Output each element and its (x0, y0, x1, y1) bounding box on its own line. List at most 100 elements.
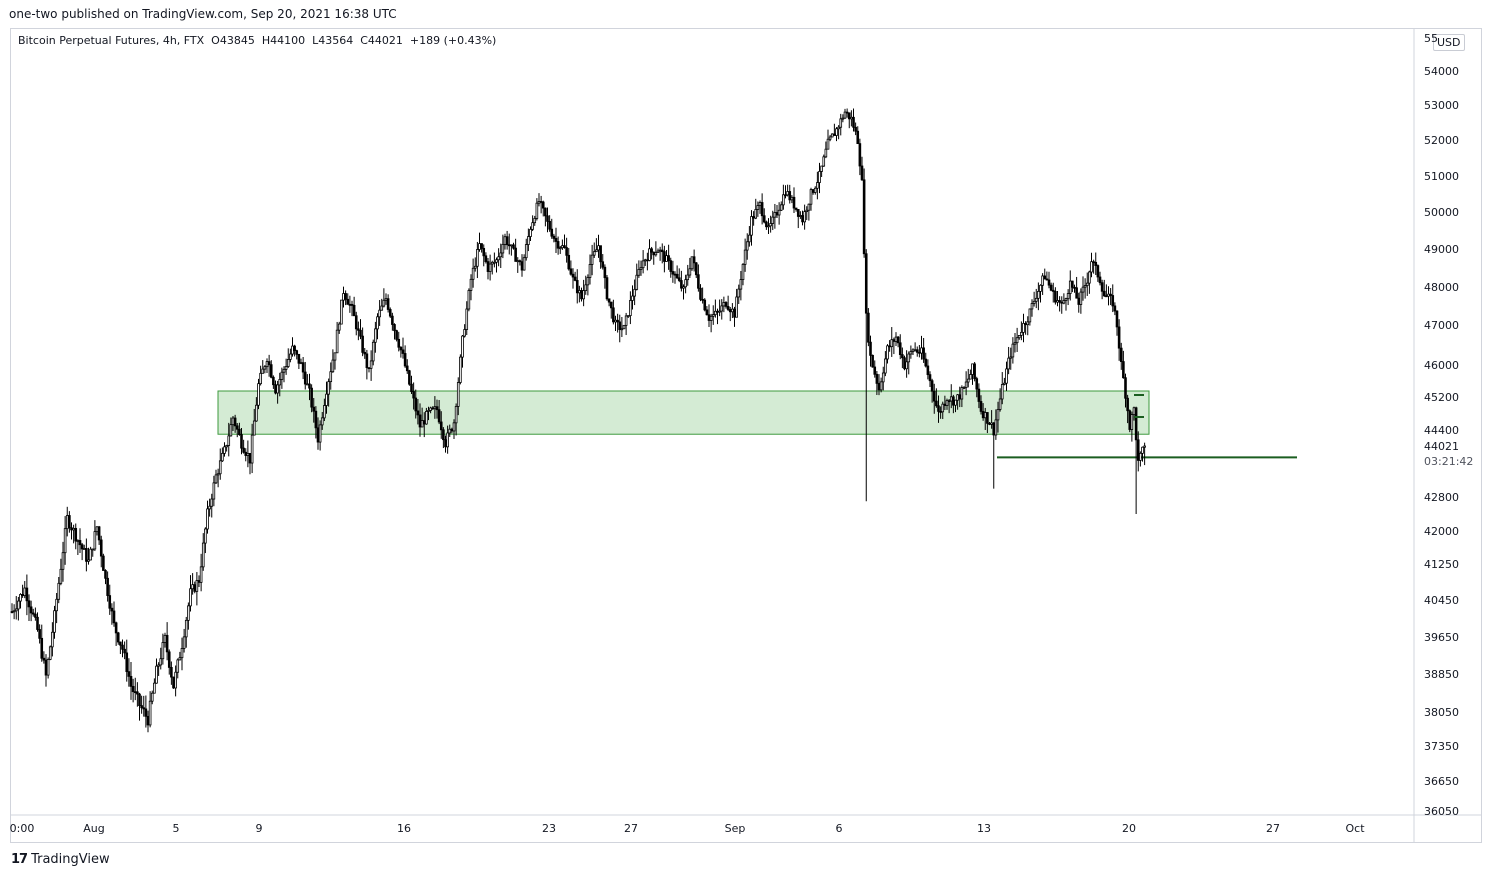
tradingview-logo[interactable]: 17 TradingView (11, 852, 110, 867)
candle-body (1079, 291, 1083, 305)
candle (733, 306, 736, 327)
candle (488, 254, 492, 281)
candle-body (697, 274, 700, 289)
candle (966, 368, 970, 388)
currency-badge[interactable]: USD (1433, 34, 1465, 51)
candle (1081, 276, 1085, 301)
candle-body (945, 400, 949, 406)
candle-body (208, 505, 211, 510)
candle (722, 296, 726, 313)
candle (323, 398, 326, 422)
candle-body (257, 383, 260, 406)
candle-body (1136, 439, 1140, 461)
candle (907, 351, 911, 375)
candle (267, 354, 271, 377)
price-tick-label: 51000 (1424, 170, 1459, 183)
candle-body (116, 632, 120, 643)
candle-body (480, 243, 483, 249)
candle (170, 661, 173, 685)
candle-body (631, 295, 634, 301)
candle-body (371, 341, 375, 362)
candle-body (242, 447, 245, 453)
candle-body (172, 676, 175, 689)
candle (193, 581, 197, 594)
time-tick-label: 5 (173, 822, 180, 835)
candle (289, 348, 292, 363)
price-tick-label: 54000 (1424, 65, 1459, 78)
time-tick-label: 0:00 (10, 822, 35, 835)
candle (297, 353, 301, 370)
candle (446, 425, 449, 454)
candle-body (652, 251, 656, 256)
candle-body (584, 284, 588, 291)
candle-body (354, 315, 358, 330)
symbol-legend[interactable]: Bitcoin Perpetual Futures, 4h, FTX O4384… (18, 34, 497, 47)
candle-body (297, 353, 301, 364)
candle (592, 242, 596, 258)
candle-body (255, 404, 258, 422)
price-tick-label: 47000 (1424, 319, 1459, 332)
candle-body (548, 220, 551, 230)
candle-body (482, 248, 486, 257)
candle-body (771, 216, 775, 224)
candle-body (1085, 282, 1089, 286)
candle (333, 352, 337, 370)
candle-body (312, 406, 316, 412)
candle-body (796, 209, 800, 217)
candle (703, 298, 707, 312)
candle (44, 654, 48, 687)
candle (25, 574, 29, 616)
candle-body (803, 211, 806, 223)
candle-body (692, 256, 696, 264)
candle-body (1132, 407, 1136, 415)
candle (463, 324, 466, 338)
candle-body (14, 608, 18, 612)
candle-body (586, 277, 590, 286)
candle-body (833, 133, 836, 136)
candle-body (493, 261, 496, 264)
candle-body (788, 191, 792, 201)
candle-body (416, 410, 420, 416)
candle-body (367, 367, 371, 370)
candle-body (952, 396, 955, 406)
candle-body (850, 116, 853, 120)
candle-body (233, 417, 237, 427)
candle-body (828, 136, 832, 140)
candle-body (896, 336, 900, 344)
candle (61, 541, 65, 582)
candle (410, 375, 413, 395)
candle-body (514, 247, 517, 262)
candle-body (571, 273, 575, 278)
candle (388, 307, 392, 318)
candle-body (805, 209, 809, 213)
candle-body (108, 595, 112, 609)
candle-body (1054, 290, 1057, 303)
candle (782, 184, 785, 210)
candle (986, 412, 989, 434)
candle (807, 203, 811, 221)
price-tick-label: 49000 (1424, 243, 1459, 256)
candle (119, 641, 122, 655)
candle-body (529, 228, 532, 237)
candle-body (794, 207, 798, 210)
candle-body (1020, 331, 1023, 336)
candle-body (263, 366, 267, 370)
candle-body (818, 171, 821, 183)
candle-body (342, 293, 345, 301)
candle (548, 215, 551, 232)
candle-body (89, 548, 92, 561)
candle (697, 264, 700, 292)
candle (68, 511, 71, 533)
time-tick-label: 20 (1122, 822, 1136, 835)
candle-body (654, 252, 658, 256)
candle (512, 242, 515, 250)
candle (104, 569, 107, 585)
candle (133, 677, 137, 701)
candle (1075, 276, 1078, 299)
candle-body (879, 381, 883, 391)
candle-body (773, 212, 777, 218)
candle-body (1060, 301, 1064, 304)
candle (835, 127, 838, 142)
candle (522, 254, 526, 271)
